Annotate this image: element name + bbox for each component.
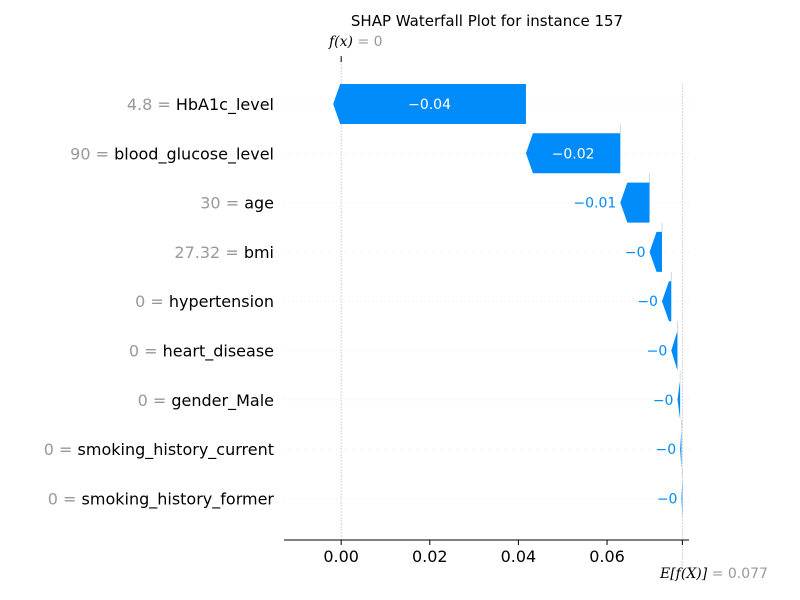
shap-bar — [661, 281, 672, 322]
feature-name: smoking_history_former — [82, 489, 275, 509]
feature-label: 0 = hypertension — [135, 292, 274, 311]
x-tick-label: 0.00 — [323, 547, 359, 566]
base-value-label: E[f(X)] = 0.077 — [660, 566, 768, 582]
bar-value-label: −0 — [647, 344, 668, 360]
feature-name: age — [244, 194, 274, 213]
feature-value: 0 = — [138, 391, 172, 410]
shap-bar — [680, 429, 682, 470]
bar-value-label: −0 — [625, 245, 646, 261]
x-tick-label: 0.04 — [501, 547, 537, 566]
feature-name: heart_disease — [163, 342, 274, 362]
feature-label: 90 = blood_glucose_level — [70, 144, 274, 164]
x-tick-label: 0.02 — [412, 547, 448, 566]
shap-bar — [677, 379, 681, 420]
shap-bar — [620, 182, 650, 223]
bar-value-label: −0 — [637, 294, 658, 310]
feature-label: 27.32 = bmi — [174, 243, 274, 262]
feature-value: 27.32 = — [174, 243, 243, 262]
bar-value-label: −0 — [653, 393, 674, 409]
fx-label: f(x) = 0 — [329, 34, 383, 50]
feature-name: HbA1c_level — [176, 95, 274, 115]
shap-bar — [333, 84, 526, 124]
feature-name: blood_glucose_level — [114, 144, 274, 164]
bar-value-label: −0 — [657, 491, 678, 507]
shap-bar — [525, 133, 621, 174]
shap-bar — [649, 231, 662, 272]
shap-bar — [681, 478, 683, 519]
x-tick-label: 0.06 — [589, 547, 625, 566]
feature-value: 0 = — [48, 489, 82, 508]
fx-symbol: f(x) — [329, 34, 354, 50]
chart-title: SHAP Waterfall Plot for instance 157 — [350, 12, 624, 30]
feature-value: 4.8 = — [127, 95, 176, 114]
bar-value-label: −0.04 — [408, 97, 451, 113]
feature-label: 30 = age — [200, 194, 274, 213]
shap-bar — [671, 330, 678, 371]
bar-value-label: −0.02 — [552, 146, 595, 162]
feature-name: smoking_history_current — [78, 440, 274, 460]
bar-value-label: −0 — [655, 442, 676, 458]
feature-name: hypertension — [169, 292, 274, 311]
base-value: = 0.077 — [711, 566, 768, 582]
feature-label: 0 = heart_disease — [129, 342, 274, 362]
feature-value: 90 = — [70, 144, 114, 163]
feature-value: 0 = — [129, 342, 163, 361]
feature-name: gender_Male — [171, 391, 274, 411]
feature-label: 0 = gender_Male — [138, 391, 274, 411]
base-value-symbol: E[f(X)] — [660, 566, 708, 582]
feature-name: bmi — [244, 243, 274, 262]
bar-value-label: −0.01 — [573, 196, 616, 212]
feature-label: 4.8 = HbA1c_level — [127, 95, 274, 115]
feature-value: 0 = — [44, 440, 78, 459]
feature-value: 0 = — [135, 292, 169, 311]
feature-value: 30 = — [200, 194, 244, 213]
feature-label: 0 = smoking_history_current — [44, 440, 274, 460]
fx-value: = 0 — [357, 34, 383, 50]
feature-label: 0 = smoking_history_former — [48, 489, 275, 509]
